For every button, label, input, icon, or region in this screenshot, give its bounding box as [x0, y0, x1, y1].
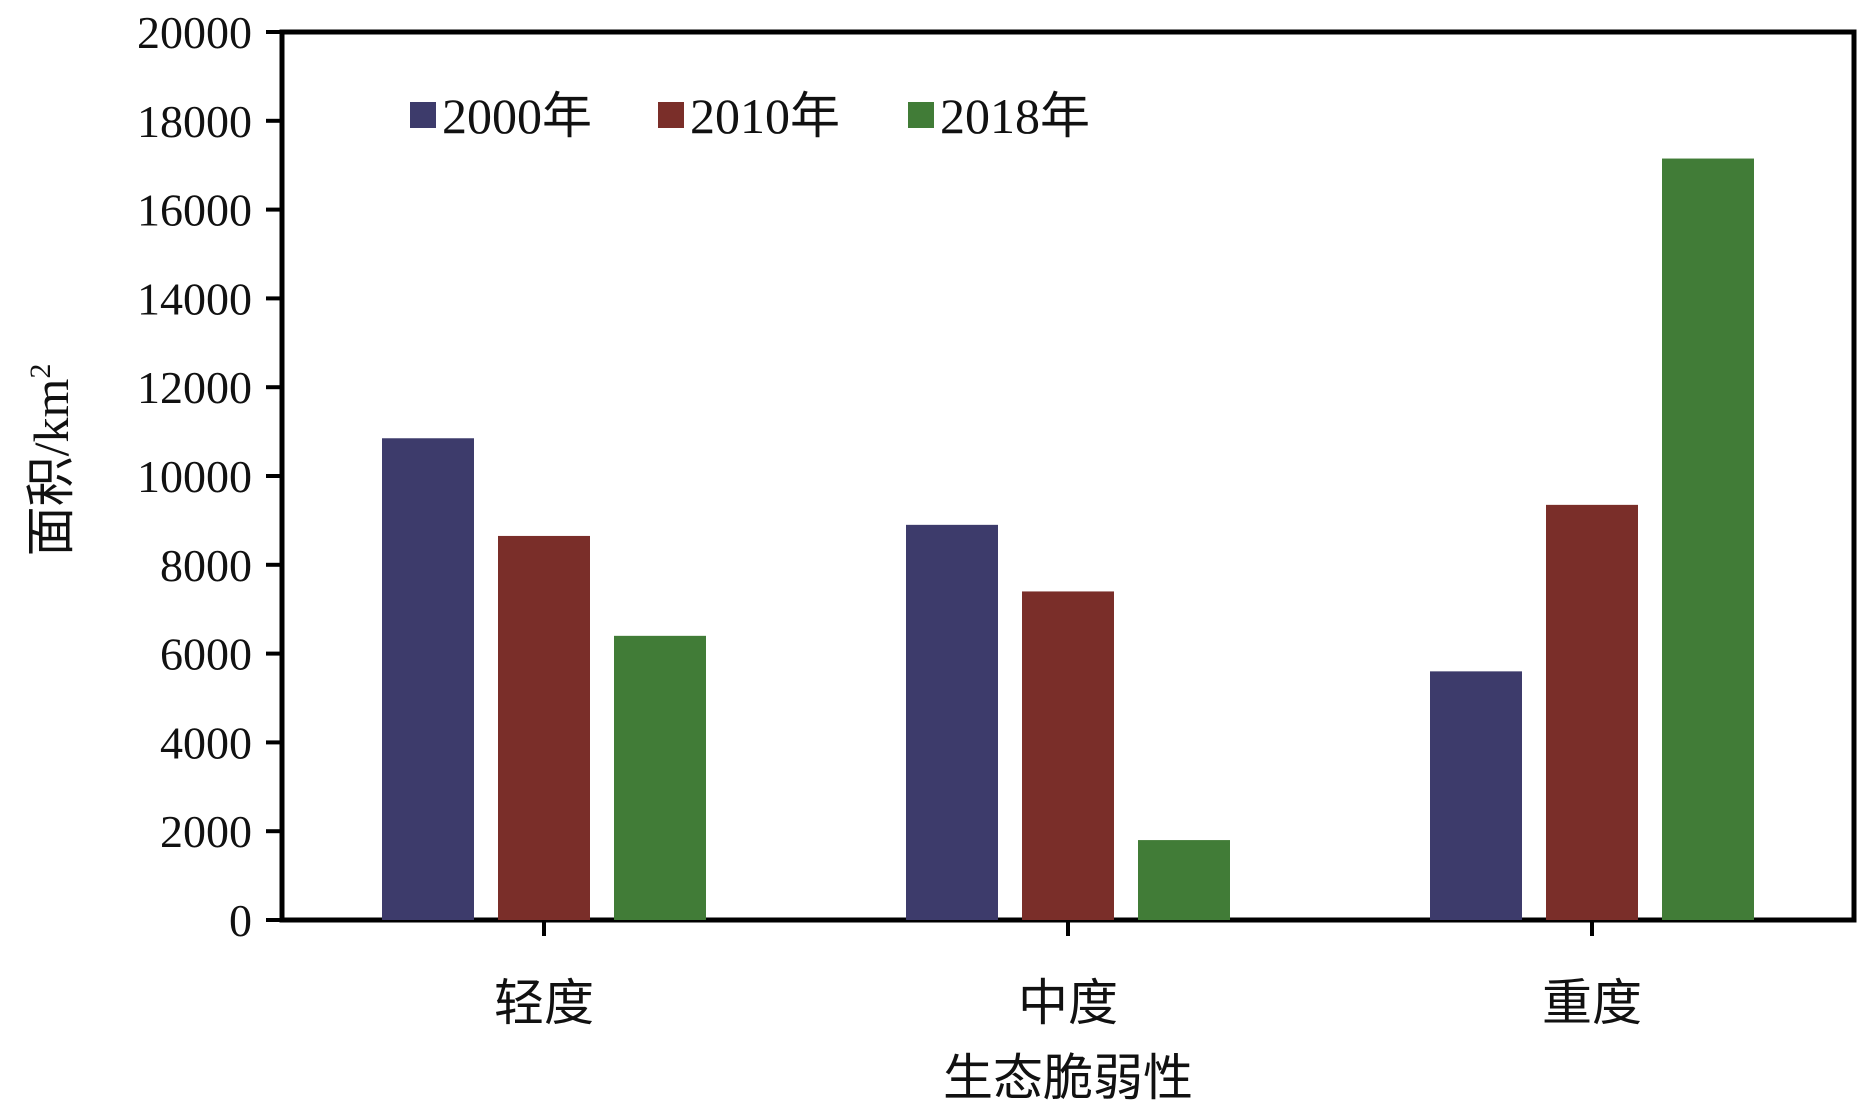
- y-axis-title-main: 面积/km: [23, 379, 79, 557]
- x-tick-label: 中度: [1018, 975, 1118, 1031]
- bar: [1138, 840, 1230, 920]
- bar: [906, 524, 998, 920]
- y-tick-label: 20000: [137, 7, 252, 58]
- y-tick-label: 8000: [160, 540, 252, 591]
- y-tick-label: 4000: [160, 717, 252, 768]
- y-tick-label: 10000: [137, 451, 252, 502]
- bar: [1546, 504, 1638, 920]
- y-tick-label: 0: [229, 895, 252, 946]
- y-tick-label: 6000: [160, 629, 252, 680]
- y-tick-label: 18000: [137, 96, 252, 147]
- x-axis-title: 生态脆弱性: [943, 1050, 1193, 1106]
- bar: [1662, 158, 1754, 921]
- legend-swatch: [908, 102, 934, 128]
- y-tick-label: 14000: [137, 273, 252, 324]
- bar: [498, 535, 590, 920]
- legend-label: 2018年: [940, 88, 1090, 144]
- legend-swatch: [658, 102, 684, 128]
- bar: [382, 438, 474, 920]
- bar: [1430, 671, 1522, 920]
- y-axis-title: 面积/km2: [23, 364, 79, 557]
- y-tick-label: 12000: [137, 362, 252, 413]
- x-tick-label: 轻度: [494, 975, 594, 1031]
- legend: 2000年 2010年 2018年: [410, 88, 1090, 144]
- x-tick-label: 重度: [1542, 975, 1642, 1031]
- y-axis-title-superscript: 2: [24, 364, 57, 379]
- y-tick-label: 2000: [160, 806, 252, 857]
- legend-label: 2010年: [690, 88, 840, 144]
- legend-swatch: [410, 102, 436, 128]
- bar: [1022, 591, 1114, 920]
- bar-series-group: [382, 158, 1754, 921]
- x-axis: 轻度 中度 重度: [494, 920, 1642, 1031]
- y-axis: 0 2000 4000 6000 8000 10000 12000 14000 16000 180…: [137, 7, 282, 946]
- y-tick-label: 16000: [137, 185, 252, 236]
- legend-label: 2000年: [442, 88, 592, 144]
- bar: [614, 635, 706, 920]
